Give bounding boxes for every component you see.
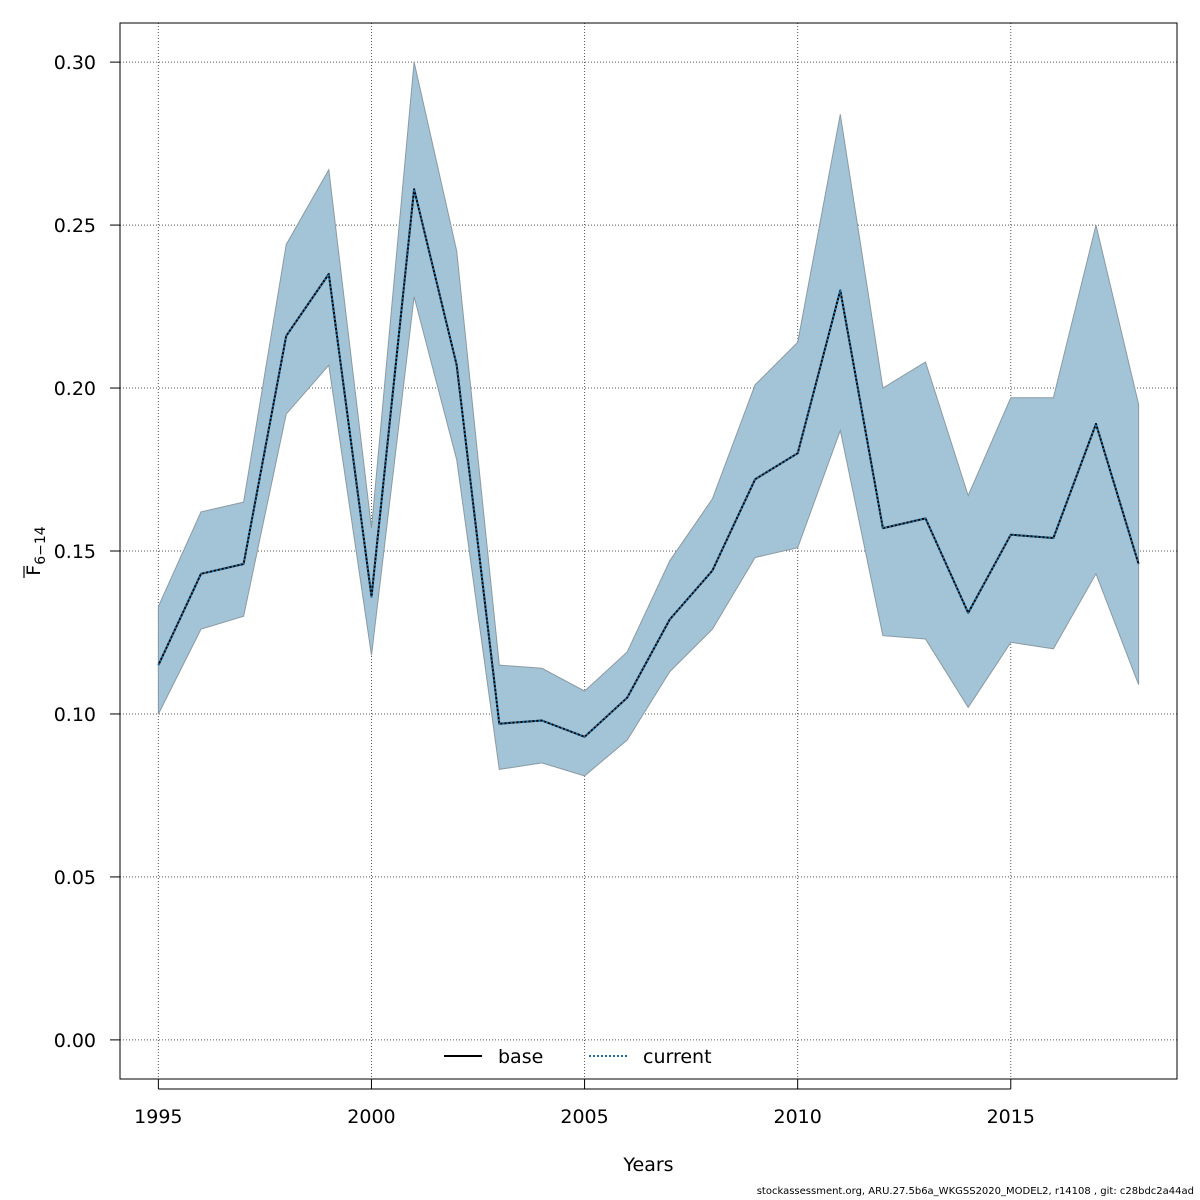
legend-label-current: current bbox=[643, 1046, 712, 1068]
y-axis-label-main: F bbox=[23, 565, 45, 576]
axes: 1995 2000 2005 2010 2015 0.00 0.05 0.10 0.15 0.20… bbox=[54, 52, 1035, 1128]
confidence-band bbox=[157, 61, 1140, 777]
y-tick-label: 0.25 bbox=[54, 215, 96, 237]
series-line-current bbox=[157, 188, 1140, 738]
y-axis-label-subscript: 6−14 bbox=[33, 526, 49, 565]
x-tick-label: 2000 bbox=[347, 1106, 395, 1128]
legend: base current bbox=[444, 1046, 712, 1068]
x-axis-label: Years bbox=[622, 1154, 673, 1176]
svg-text:F6−14: F6−14 bbox=[23, 526, 49, 575]
x-tick-label: 2005 bbox=[560, 1106, 608, 1128]
grid-lines bbox=[120, 23, 1177, 1079]
y-tick-label: 0.20 bbox=[54, 378, 96, 400]
series-lines bbox=[157, 188, 1140, 738]
x-tick-label: 1995 bbox=[134, 1106, 182, 1128]
y-tick-label: 0.10 bbox=[54, 704, 96, 726]
x-tick-label: 2010 bbox=[773, 1106, 821, 1128]
y-tick-label: 0.30 bbox=[54, 52, 96, 74]
y-axis-label: F6−14 bbox=[23, 526, 49, 578]
x-tick-label: 2015 bbox=[987, 1106, 1035, 1128]
footer-source-note: stockassessment.org, ARU.27.5b6a_WKGSS20… bbox=[756, 1186, 1194, 1197]
confidence-band-area bbox=[157, 61, 1140, 777]
y-tick-label: 0.05 bbox=[54, 867, 96, 889]
y-tick-label: 0.00 bbox=[54, 1030, 96, 1052]
legend-label-base: base bbox=[498, 1046, 543, 1068]
y-tick-label: 0.15 bbox=[54, 541, 96, 563]
